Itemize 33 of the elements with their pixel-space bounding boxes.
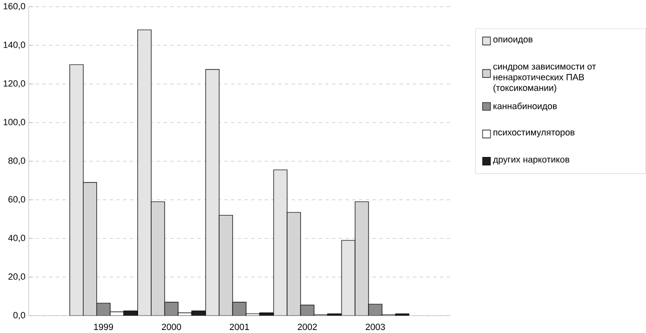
y-tick-label: 160,0 bbox=[4, 2, 26, 10]
y-tick-label: 120,0 bbox=[4, 80, 26, 88]
x-tick-label: 2001 bbox=[230, 324, 249, 330]
x-tick-label: 1999 bbox=[94, 324, 114, 330]
x-tick-label: 2000 bbox=[162, 324, 182, 330]
y-tick-label: 0,0 bbox=[13, 312, 26, 320]
bar bbox=[273, 170, 288, 316]
bar bbox=[82, 182, 98, 316]
legend-label: опиоидов bbox=[493, 38, 533, 44]
x-tick-label: 2003 bbox=[366, 324, 385, 330]
y-tick-label: 20,0 bbox=[8, 273, 26, 281]
bar bbox=[69, 64, 84, 316]
legend-label: каннабиноидов bbox=[494, 102, 557, 111]
legend-label: психостимуляторов bbox=[494, 130, 574, 138]
legend-label: синдром зависимости от ненаркотических ПАВ (токсикомании) bbox=[493, 64, 596, 93]
bar bbox=[232, 302, 246, 316]
y-tick-label: 40,0 bbox=[8, 234, 26, 242]
bar bbox=[137, 30, 152, 316]
bar bbox=[164, 302, 178, 316]
x-tick-label: 2002 bbox=[298, 324, 317, 330]
bar bbox=[300, 305, 314, 316]
bar bbox=[354, 201, 369, 316]
y-tick-label: 140,0 bbox=[4, 42, 26, 50]
y-tick-label: 100,0 bbox=[4, 118, 26, 126]
bar bbox=[286, 212, 301, 316]
bar bbox=[150, 201, 165, 316]
bar bbox=[96, 303, 110, 316]
y-tick-label: 60,0 bbox=[8, 196, 26, 204]
bar bbox=[341, 240, 356, 316]
bar bbox=[218, 214, 233, 316]
bar bbox=[205, 69, 220, 316]
y-tick-label: 80,0 bbox=[8, 157, 26, 165]
legend-label: других наркотиков bbox=[493, 158, 570, 164]
